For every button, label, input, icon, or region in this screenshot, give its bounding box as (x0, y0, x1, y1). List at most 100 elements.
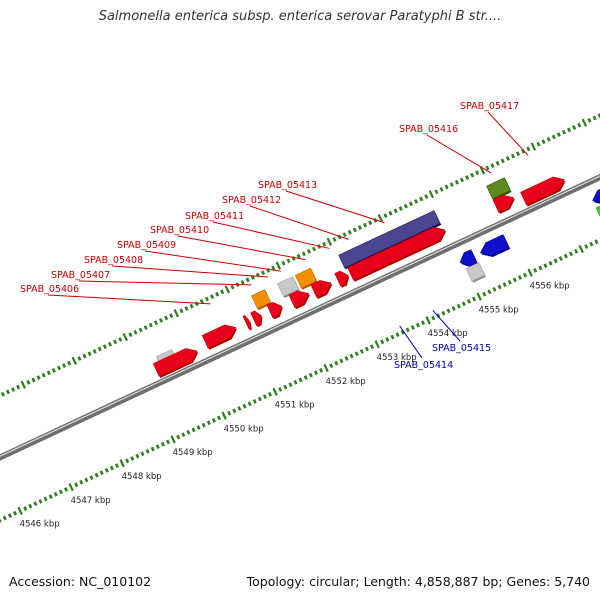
minor-tick (398, 206, 403, 211)
gene-label[interactable]: SPAB_05412 (222, 195, 281, 206)
minor-tick (216, 415, 222, 421)
minor-tick (334, 360, 339, 366)
major-tick (71, 356, 77, 365)
leader-line (78, 280, 252, 286)
minor-tick (36, 375, 41, 380)
major-tick (17, 506, 23, 515)
minor-tick (319, 368, 324, 373)
minor-tick (487, 289, 492, 295)
feature-gray-feature[interactable] (465, 262, 486, 282)
genome-summary: Topology: circular; Length: 4,858,887 bp… (246, 574, 590, 589)
feature-cds[interactable] (201, 324, 237, 349)
kbp-label: 4549 kbp (173, 448, 213, 458)
feature-cds[interactable] (334, 270, 349, 287)
feature-cds[interactable] (288, 290, 310, 308)
minor-tick (451, 306, 456, 311)
minor-tick (7, 513, 12, 519)
minor-tick (135, 453, 140, 459)
leader-line (177, 235, 306, 261)
minor-tick (574, 248, 579, 254)
minor-tick (568, 251, 573, 257)
feature-gray-feature[interactable] (276, 276, 300, 297)
feature-green-feature[interactable] (595, 199, 600, 220)
feature-olive-feature[interactable] (486, 177, 511, 200)
kbp-label: 4551 kbp (275, 401, 315, 411)
minor-tick (242, 403, 247, 409)
kbp-label: 4556 kbp (530, 282, 570, 292)
minor-tick (140, 451, 145, 457)
minor-tick (322, 241, 327, 247)
gene-label[interactable]: SPAB_05411 (185, 211, 244, 222)
feature-cds[interactable] (492, 194, 515, 213)
major-tick (530, 142, 537, 151)
gene-label[interactable]: SPAB_05415 (432, 343, 491, 354)
minor-tick (199, 298, 204, 304)
major-tick (425, 316, 431, 325)
minor-tick (227, 410, 232, 416)
feature-cds[interactable] (242, 315, 252, 330)
minor-tick (153, 320, 158, 326)
major-tick (476, 292, 482, 301)
minor-tick (410, 325, 415, 330)
leader-line (432, 310, 461, 342)
gene-label[interactable]: SPAB_05413 (258, 180, 317, 191)
feature-cds[interactable] (250, 310, 262, 326)
minor-tick (339, 358, 344, 364)
major-tick (20, 380, 26, 389)
leader-line (487, 111, 529, 156)
feature-blue-feature[interactable] (480, 234, 510, 256)
minor-tick (446, 308, 451, 314)
minor-tick (165, 439, 171, 445)
minor-tick (359, 348, 364, 354)
minor-tick (548, 260, 553, 266)
minor-tick (344, 356, 349, 361)
kbp-label: 4550 kbp (224, 424, 264, 434)
minor-tick (507, 279, 512, 285)
feature-cds[interactable] (152, 348, 198, 377)
feature-blue-feature[interactable] (459, 249, 478, 266)
feature-blue-feature[interactable] (592, 187, 600, 203)
gene-label[interactable]: SPAB_05407 (51, 270, 110, 281)
feature-cds[interactable] (266, 302, 282, 319)
minor-tick (43, 496, 48, 502)
gene-label[interactable]: SPAB_05417 (460, 101, 519, 112)
minor-tick (502, 282, 507, 288)
feature-purple-feature[interactable] (338, 210, 441, 269)
minor-tick (209, 294, 215, 299)
minor-tick (293, 379, 298, 385)
feature-cds[interactable] (347, 226, 446, 281)
minor-tick (459, 177, 464, 183)
minor-tick (158, 318, 164, 323)
gene-label[interactable]: SPAB_05414 (394, 360, 453, 371)
kbp-label: 4547 kbp (71, 496, 111, 506)
backbone-highlight (0, 175, 600, 457)
minor-tick (415, 322, 420, 328)
leader-line (249, 205, 349, 240)
minor-tick (84, 477, 89, 483)
minor-tick (584, 244, 589, 249)
feature-orange-feature[interactable] (294, 267, 317, 289)
minor-tick (267, 391, 273, 397)
minor-tick (0, 518, 2, 523)
minor-tick (553, 258, 558, 264)
minor-tick (329, 363, 334, 368)
leader-line (47, 294, 211, 305)
gene-label[interactable]: SPAB_05406 (20, 284, 79, 295)
feature-orange-feature[interactable] (250, 289, 271, 309)
minor-tick (431, 315, 436, 321)
minor-tick (543, 263, 548, 268)
minor-tick (332, 237, 337, 242)
gene-label[interactable]: SPAB_05409 (117, 240, 176, 251)
minor-tick (510, 153, 515, 159)
feature-cds[interactable] (520, 176, 565, 206)
gene-label[interactable]: SPAB_05416 (399, 124, 458, 135)
feature-cds[interactable] (310, 280, 332, 298)
minor-tick (79, 479, 84, 485)
gene-label[interactable]: SPAB_05410 (150, 225, 209, 236)
minor-tick (495, 160, 500, 166)
minor-tick (533, 268, 538, 273)
minor-tick (2, 515, 7, 521)
minor-tick (475, 170, 480, 176)
gene-label[interactable]: SPAB_05408 (84, 255, 143, 266)
